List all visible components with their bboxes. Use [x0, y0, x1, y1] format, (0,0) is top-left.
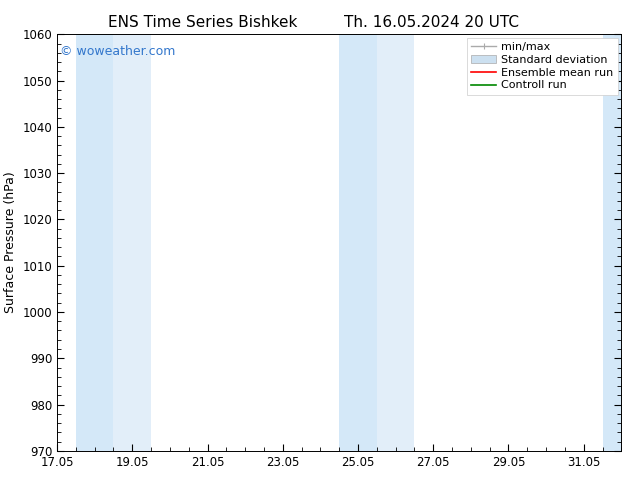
Text: © woweather.com: © woweather.com — [60, 45, 175, 58]
Bar — [113, 34, 151, 451]
Bar — [76, 34, 113, 451]
Bar — [339, 34, 377, 451]
Bar — [602, 34, 621, 451]
Y-axis label: Surface Pressure (hPa): Surface Pressure (hPa) — [4, 172, 17, 314]
Text: ENS Time Series Bishkek: ENS Time Series Bishkek — [108, 15, 297, 30]
Bar — [377, 34, 415, 451]
Text: Th. 16.05.2024 20 UTC: Th. 16.05.2024 20 UTC — [344, 15, 519, 30]
Legend: min/max, Standard deviation, Ensemble mean run, Controll run: min/max, Standard deviation, Ensemble me… — [467, 38, 618, 95]
